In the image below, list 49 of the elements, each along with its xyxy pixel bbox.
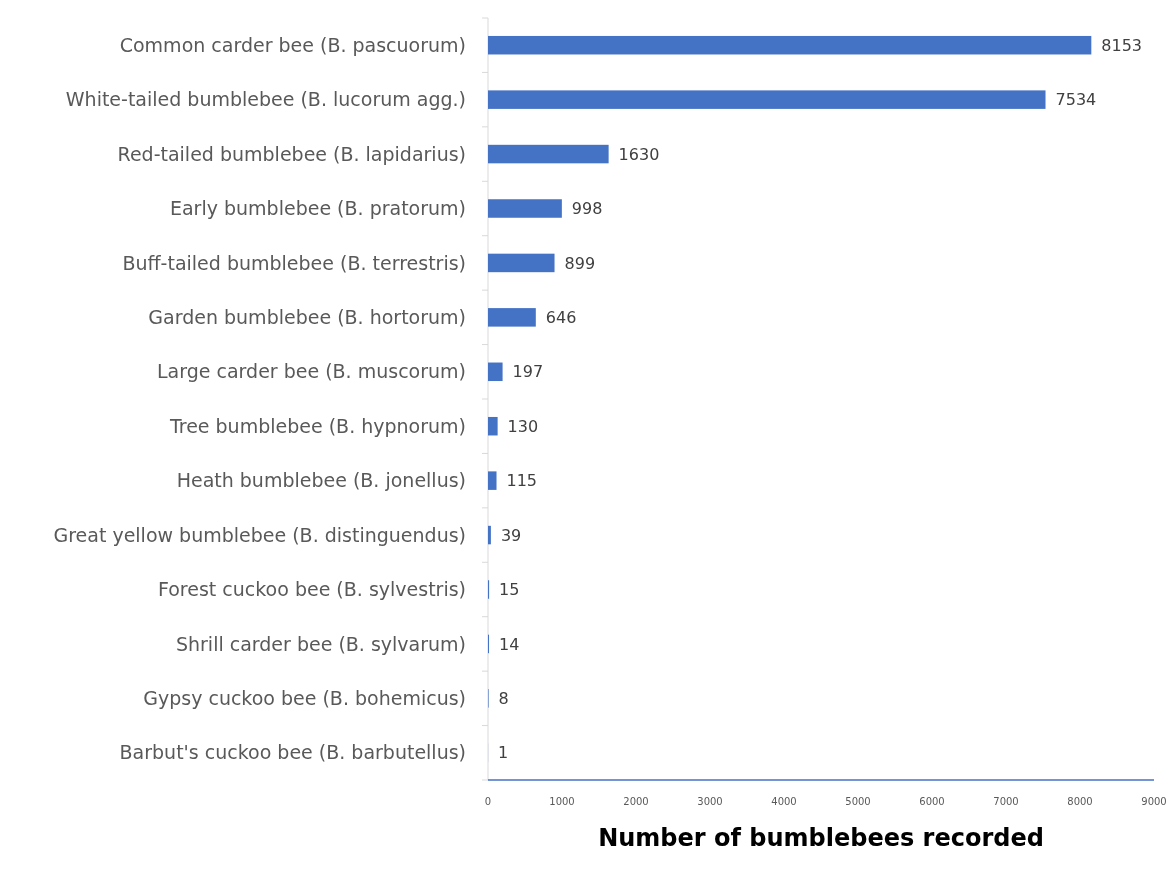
y-tick-label: Large carder bee (B. muscorum): [157, 360, 466, 383]
y-tick-label: Shrill carder bee (B. sylvarum): [175, 632, 466, 655]
bar: [488, 525, 491, 545]
x-tick-label: 1000: [549, 796, 575, 807]
data-label: 998: [571, 199, 603, 219]
bar: [488, 144, 609, 164]
x-tick-label: 6000: [919, 796, 945, 807]
x-tick-label: 2000: [623, 796, 649, 807]
y-tick-label: Heath bumblebee (B. jonellus): [176, 469, 466, 492]
x-tick-label: 3000: [697, 796, 723, 807]
data-label: 15: [499, 580, 520, 600]
data-label: 646: [545, 307, 577, 327]
y-tick-label: Barbut's cuckoo bee (B. barbutellus): [119, 741, 466, 764]
bar: [488, 362, 503, 382]
y-tick-label: White-tailed bumblebee (B. lucorum agg.): [65, 88, 466, 111]
data-label: 39: [500, 525, 522, 545]
data-label: 130: [507, 416, 539, 436]
y-tick-label: Common carder bee (B. pascuorum): [119, 33, 466, 56]
data-label: 899: [564, 253, 596, 273]
y-tick-label: Red-tailed bumblebee (B. lapidarius): [117, 142, 466, 165]
data-label: 115: [506, 471, 538, 491]
bar: [488, 308, 536, 327]
y-tick-label: Garden bumblebee (B. hortorum): [148, 306, 466, 329]
x-tick-label: 7000: [993, 796, 1019, 807]
data-label: 14: [499, 634, 520, 654]
x-tick-label: 9000: [1141, 796, 1167, 807]
data-label: 7534: [1055, 90, 1097, 110]
data-label: 1: [498, 743, 509, 763]
data-label: 1630: [618, 144, 660, 164]
y-tick-label: Buff-tailed bumblebee (B. terrestris): [122, 251, 466, 274]
x-tick-label: 0: [484, 796, 492, 807]
data-label: 197: [512, 362, 544, 382]
y-tick-label: Gypsy cuckoo bee (B. bohemicus): [143, 687, 466, 710]
y-tick-label: Great yellow bumblebee (B. distinguendus): [53, 523, 466, 546]
x-tick-label: 8000: [1067, 796, 1093, 807]
x-axis-title: Number of bumblebees recorded: [598, 824, 1044, 852]
x-tick-label: 5000: [845, 796, 871, 807]
bar: [488, 253, 555, 273]
bar: [488, 90, 1046, 109]
bar: [488, 199, 562, 218]
y-tick-label: Tree bumblebee (B. hypnorum): [168, 414, 466, 437]
data-label: 8: [498, 688, 509, 708]
bar: [488, 416, 498, 436]
x-tick-label: 4000: [771, 796, 797, 807]
bar: [488, 471, 497, 490]
y-tick-label: Early bumblebee (B. pratorum): [169, 197, 466, 220]
data-label: 8153: [1101, 35, 1143, 55]
y-tick-label: Forest cuckoo bee (B. sylvestris): [157, 578, 466, 601]
bar: [488, 35, 1092, 55]
